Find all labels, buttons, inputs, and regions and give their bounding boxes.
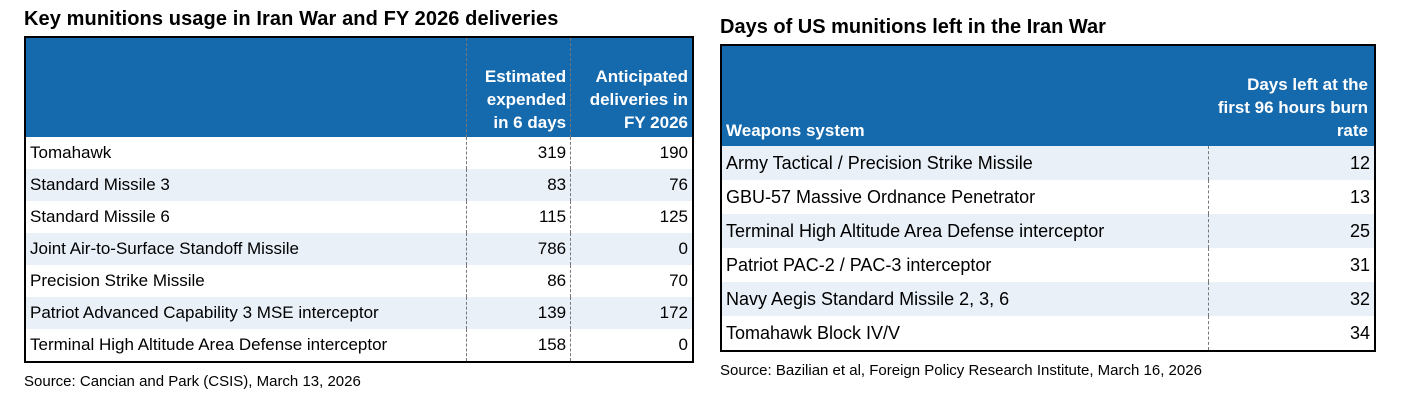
weapon-name: Terminal High Altitude Area Defense inte… xyxy=(721,214,1209,248)
table-row: Standard Missile 6 115 125 xyxy=(25,201,693,233)
header-anticipated-deliveries: Anticipated deliveries in FY 2026 xyxy=(570,37,693,137)
weapon-name: Joint Air-to-Surface Standoff Missile xyxy=(25,233,467,265)
header-estimated-expended: Estimated expended in 6 days xyxy=(465,37,571,137)
days-value: 12 xyxy=(1207,146,1375,180)
deliveries-value: 172 xyxy=(570,297,693,329)
weapon-name: GBU-57 Massive Ordnance Penetrator xyxy=(726,187,1036,207)
header-weapons-system: Weapons system xyxy=(721,45,1209,146)
deliveries-value: 70 xyxy=(570,265,693,297)
munitions-usage-panel: Key munitions usage in Iran War and FY 2… xyxy=(24,6,694,390)
header-days-left: Days left at the first 96 hours burn rat… xyxy=(1208,45,1375,146)
weapon-name: Patriot Advanced Capability 3 MSE interc… xyxy=(25,297,467,329)
days-value: 32 xyxy=(1207,282,1375,316)
weapon-name: Standard Missile 6 xyxy=(30,207,170,226)
deliveries-value: 125 xyxy=(570,201,693,233)
table-row: GBU-57 Massive Ordnance Penetrator 13 xyxy=(721,180,1375,214)
table-row: Terminal High Altitude Area Defense inte… xyxy=(25,329,693,362)
weapon-name: Patriot PAC-2 / PAC-3 interceptor xyxy=(726,255,992,275)
days-value: 13 xyxy=(1207,180,1375,214)
days-left-source: Source: Bazilian et al, Foreign Policy R… xyxy=(720,362,1202,379)
weapon-name: Terminal High Altitude Area Defense inte… xyxy=(30,335,388,354)
expended-value: 115 xyxy=(465,201,571,233)
days-value: 25 xyxy=(1207,214,1375,248)
expended-value: 83 xyxy=(465,169,571,201)
table-row: Tomahawk 319 190 xyxy=(25,137,693,169)
deliveries-value: 0 xyxy=(570,329,693,362)
table-row: Tomahawk Block IV/V 34 xyxy=(721,316,1375,351)
weapon-name: Navy Aegis Standard Missile 2, 3, 6 xyxy=(721,282,1209,316)
days-left-table: Weapons system Days left at the first 96… xyxy=(720,44,1376,352)
table-row: Patriot PAC-2 / PAC-3 interceptor 31 xyxy=(721,248,1375,282)
munitions-usage-title: Key munitions usage in Iran War and FY 2… xyxy=(24,8,559,30)
days-left-panel: Days of US munitions left in the Iran Wa… xyxy=(720,14,1376,379)
weapon-name: Standard Missile 3 xyxy=(25,169,467,201)
table-header-row: Estimated expended in 6 days Anticipated… xyxy=(25,37,693,137)
table-row: Navy Aegis Standard Missile 2, 3, 6 32 xyxy=(721,282,1375,316)
expended-value: 786 xyxy=(465,233,571,265)
deliveries-value: 190 xyxy=(570,137,693,169)
table-header-row: Weapons system Days left at the first 96… xyxy=(721,45,1375,146)
weapon-name: Precision Strike Missile xyxy=(30,271,205,290)
table-row: Patriot Advanced Capability 3 MSE interc… xyxy=(25,297,693,329)
days-value: 31 xyxy=(1207,248,1375,282)
header-weapon xyxy=(25,37,467,137)
days-left-title: Days of US munitions left in the Iran Wa… xyxy=(720,16,1106,38)
weapon-name: Tomahawk Block IV/V xyxy=(726,323,901,343)
expended-value: 319 xyxy=(465,137,571,169)
munitions-usage-source: Source: Cancian and Park (CSIS), March 1… xyxy=(24,373,361,390)
table-row: Precision Strike Missile 86 70 xyxy=(25,265,693,297)
days-value: 34 xyxy=(1207,316,1375,351)
munitions-usage-table: Estimated expended in 6 days Anticipated… xyxy=(24,36,694,363)
deliveries-value: 0 xyxy=(570,233,693,265)
table-row: Joint Air-to-Surface Standoff Missile 78… xyxy=(25,233,693,265)
expended-value: 158 xyxy=(465,329,571,362)
weapon-name: Army Tactical / Precision Strike Missile xyxy=(721,146,1209,180)
weapon-name: Tomahawk xyxy=(30,143,112,162)
table-row: Army Tactical / Precision Strike Missile… xyxy=(721,146,1375,180)
deliveries-value: 76 xyxy=(570,169,693,201)
expended-value: 86 xyxy=(465,265,571,297)
expended-value: 139 xyxy=(465,297,571,329)
table-row: Standard Missile 3 83 76 xyxy=(25,169,693,201)
table-row: Terminal High Altitude Area Defense inte… xyxy=(721,214,1375,248)
